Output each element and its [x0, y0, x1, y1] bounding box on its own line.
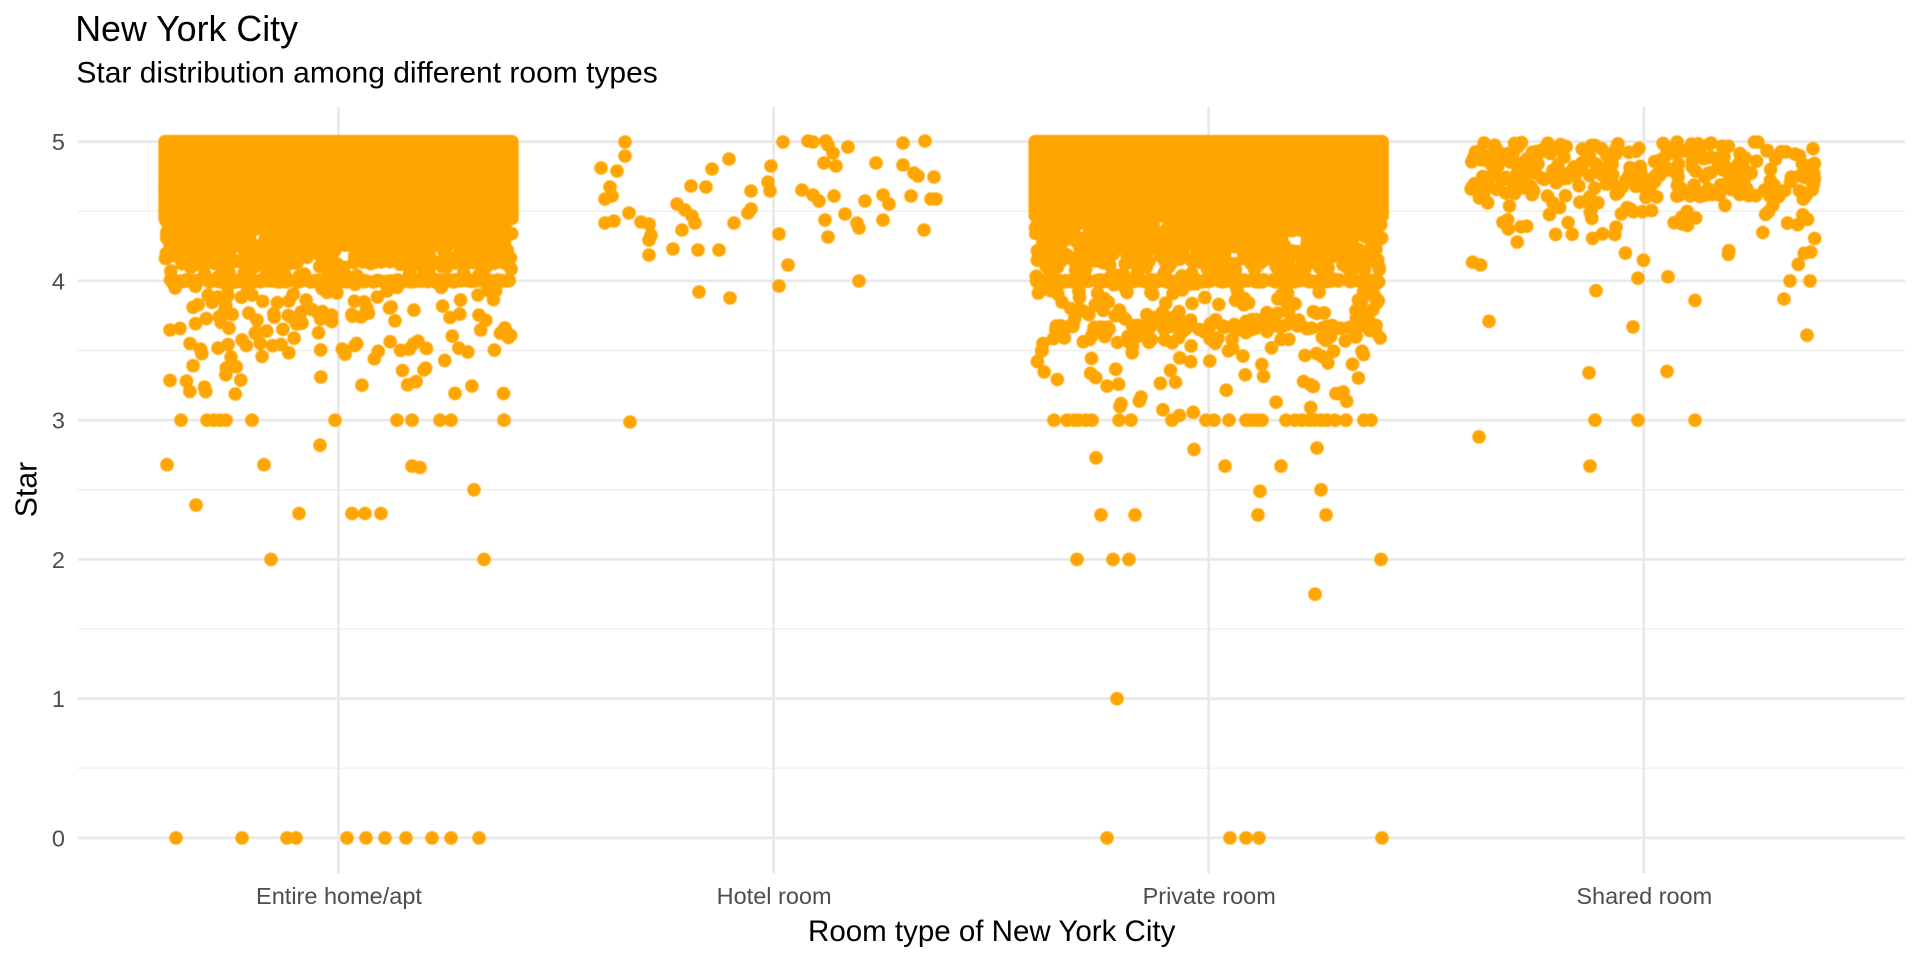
- svg-text:Star: Star: [11, 462, 44, 517]
- svg-text:Shared room: Shared room: [1576, 883, 1712, 909]
- svg-text:Private room: Private room: [1143, 883, 1276, 909]
- svg-text:Room type of New York City: Room type of New York City: [808, 915, 1176, 948]
- svg-text:1: 1: [52, 686, 65, 712]
- svg-text:Entire home/apt: Entire home/apt: [256, 883, 422, 909]
- svg-text:New York City: New York City: [75, 9, 298, 49]
- svg-text:Hotel room: Hotel room: [717, 883, 832, 909]
- svg-text:4: 4: [52, 268, 65, 294]
- svg-text:0: 0: [52, 825, 65, 851]
- svg-text:Star distribution among differ: Star distribution among different room t…: [76, 57, 657, 90]
- svg-text:5: 5: [52, 129, 65, 155]
- svg-text:2: 2: [52, 547, 65, 573]
- svg-text:3: 3: [52, 408, 65, 434]
